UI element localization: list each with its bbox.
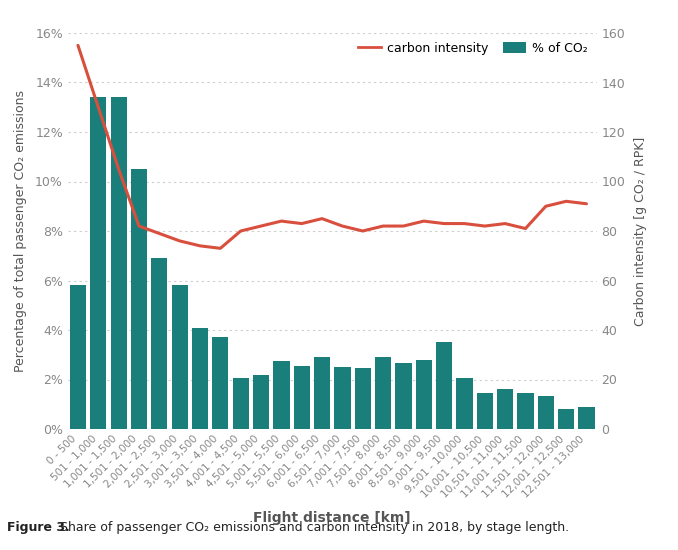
Bar	[558, 409, 574, 429]
Bar	[477, 393, 493, 429]
Bar	[497, 389, 513, 429]
Bar	[314, 358, 330, 429]
Bar	[131, 169, 147, 429]
Bar	[456, 378, 473, 429]
Bar	[334, 367, 351, 429]
Bar	[538, 395, 554, 429]
Bar	[273, 361, 290, 429]
Text: Share of passenger CO₂ emissions and carbon intensity in 2018, by stage length.: Share of passenger CO₂ emissions and car…	[56, 520, 569, 534]
Bar	[151, 258, 167, 429]
Bar	[192, 327, 208, 429]
Bar	[436, 342, 452, 429]
X-axis label: Flight distance [km]: Flight distance [km]	[254, 510, 411, 525]
Y-axis label: Carbon intensity [g CO₂ / RPK]: Carbon intensity [g CO₂ / RPK]	[634, 136, 647, 326]
Bar	[294, 366, 310, 429]
Bar	[416, 360, 432, 429]
Bar	[253, 375, 269, 429]
Bar	[233, 378, 249, 429]
Y-axis label: Percentage of total passenger CO₂ emissions: Percentage of total passenger CO₂ emissi…	[14, 90, 26, 372]
Bar	[375, 358, 391, 429]
Legend: carbon intensity, % of CO₂: carbon intensity, % of CO₂	[353, 37, 593, 60]
Bar	[111, 97, 127, 429]
Bar	[578, 407, 595, 429]
Bar	[172, 285, 188, 429]
Bar	[355, 368, 371, 429]
Bar	[212, 338, 228, 429]
Bar	[90, 97, 106, 429]
Bar	[517, 393, 534, 429]
Bar	[395, 364, 412, 429]
Bar	[70, 285, 86, 429]
Text: Figure 3.: Figure 3.	[7, 520, 70, 534]
